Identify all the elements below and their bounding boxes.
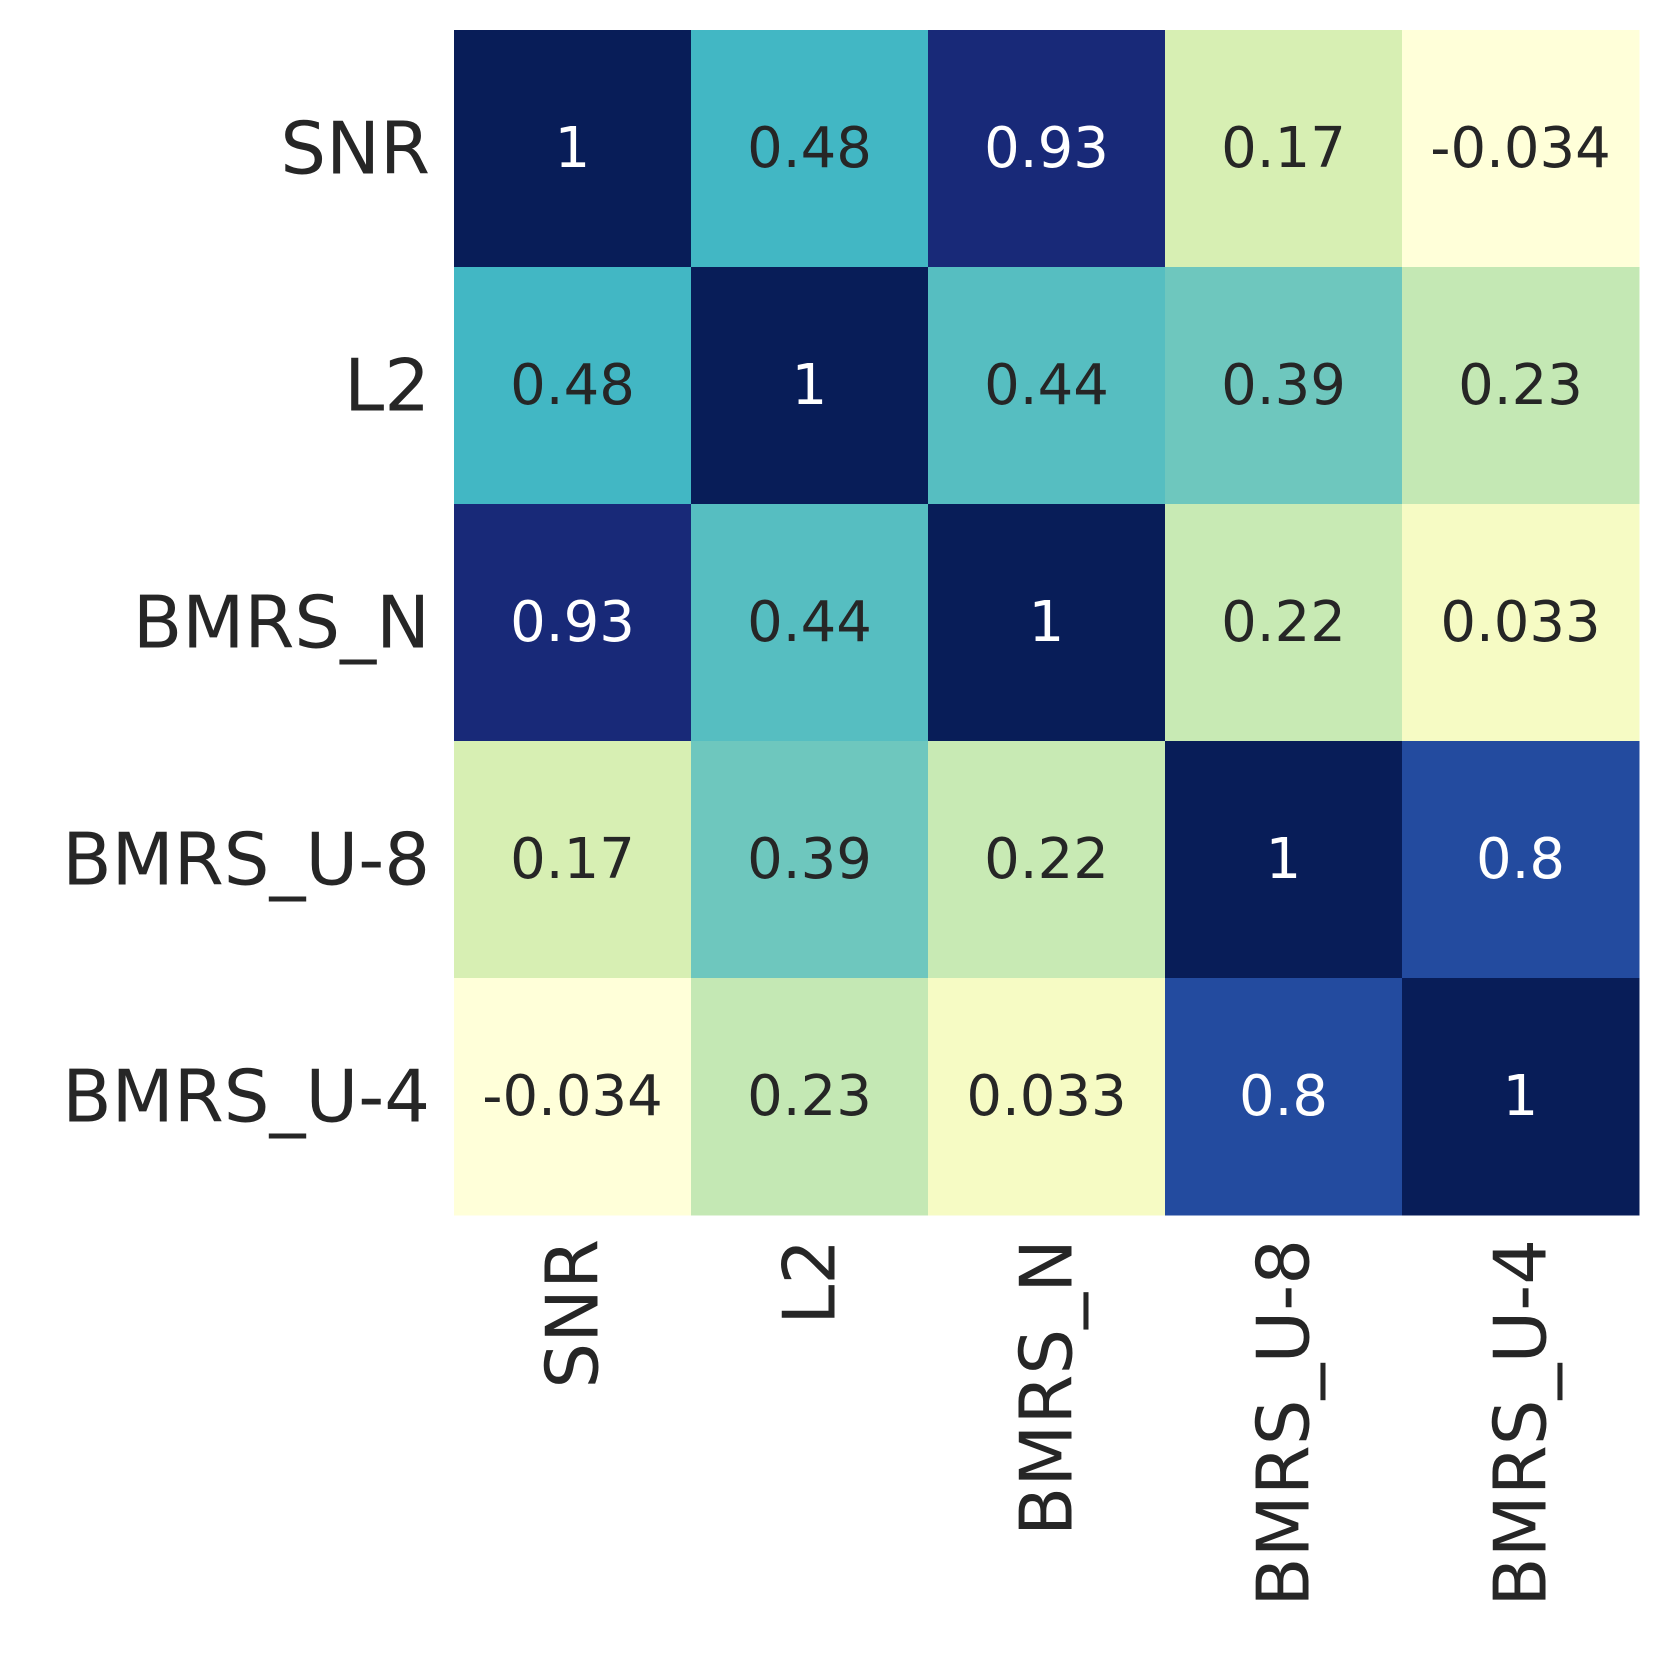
heatmap-cell-4-2 [928, 978, 1166, 1216]
cell-value-label-3-1: 0.39 [747, 827, 872, 892]
heatmap-cell-0-0 [454, 30, 692, 268]
x-tick-label-3: BMRS_U-8 [1242, 1239, 1326, 1607]
heatmap-cell-0-4 [1402, 30, 1640, 268]
heatmap-cell-1-0 [454, 267, 692, 505]
cell-value-label-3-2: 0.22 [984, 827, 1109, 892]
y-tick-label-4: BMRS_U-4 [62, 1055, 430, 1139]
cell-value-label-1-4: 0.23 [1458, 353, 1583, 418]
x-tick-label-0: SNR [531, 1239, 615, 1389]
cell-value-label-0-4: -0.034 [1430, 116, 1611, 181]
y-tick-label-0: SNR [280, 107, 430, 191]
cell-value-label-0-0: 1 [555, 116, 591, 181]
cell-value-label-2-2: 1 [1029, 590, 1065, 655]
heatmap-cell-0-1 [691, 30, 929, 268]
x-tick-label-2: BMRS_N [1005, 1239, 1089, 1536]
y-axis-tick-labels: SNR L2 BMRS_N BMRS_U-8 BMRS_U-4 [62, 107, 430, 1139]
cell-value-label-0-1: 0.48 [747, 116, 872, 181]
cell-value-label-3-3: 1 [1266, 827, 1302, 892]
cell-value-label-4-3: 0.8 [1239, 1064, 1328, 1129]
cell-value-label-1-2: 0.44 [984, 353, 1109, 418]
cell-value-label-2-1: 0.44 [747, 590, 872, 655]
heatmap-cell-1-2 [928, 267, 1166, 505]
heatmap-cell-4-0 [454, 978, 692, 1216]
cell-value-label-4-4: 1 [1503, 1064, 1539, 1129]
cell-value-label-0-2: 0.93 [984, 116, 1109, 181]
x-tick-label-1: L2 [768, 1239, 852, 1325]
x-axis-tick-labels: SNR L2 BMRS_N BMRS_U-8 BMRS_U-4 [531, 1239, 1563, 1607]
cell-value-label-1-1: 1 [792, 353, 828, 418]
cell-value-label-3-4: 0.8 [1476, 827, 1565, 892]
heatmap-cell-4-3 [1165, 978, 1403, 1216]
y-tick-label-1: L2 [344, 344, 430, 428]
heatmap-cell-1-3 [1165, 267, 1403, 505]
cell-value-label-3-0: 0.17 [510, 827, 635, 892]
y-tick-label-3: BMRS_U-8 [62, 818, 430, 902]
heatmap-cell-2-4 [1402, 504, 1640, 742]
cell-value-label-2-3: 0.22 [1221, 590, 1346, 655]
cell-value-label-2-4: 0.033 [1440, 590, 1600, 655]
heatmap-cell-3-3 [1165, 741, 1403, 979]
x-tick-label-4: BMRS_U-4 [1479, 1239, 1563, 1607]
heatmap-cell-3-4 [1402, 741, 1640, 979]
heatmap-cell-2-2 [928, 504, 1166, 742]
heatmap-cell-1-1 [691, 267, 929, 505]
cell-value-label-2-0: 0.93 [510, 590, 635, 655]
heatmap-cell-0-2 [928, 30, 1166, 268]
heatmap-cell-2-1 [691, 504, 929, 742]
y-tick-label-2: BMRS_N [133, 581, 430, 665]
cell-value-label-4-0: -0.034 [482, 1064, 663, 1129]
heatmap-cell-3-1 [691, 741, 929, 979]
heatmap-cell-0-3 [1165, 30, 1403, 268]
heatmap-cell-3-2 [928, 741, 1166, 979]
heatmap-annotations: 1 0.48 0.93 0.17 -0.034 0.48 1 0.44 0.39 0.23 0.93… [482, 116, 1611, 1129]
cell-value-label-4-1: 0.23 [747, 1064, 872, 1129]
heatmap-cell-2-0 [454, 504, 692, 742]
heatmap-cell-4-1 [691, 978, 929, 1216]
heatmap-cell-2-3 [1165, 504, 1403, 742]
cell-value-label-1-0: 0.48 [510, 353, 635, 418]
heatmap-cell-4-4 [1402, 978, 1640, 1216]
cell-value-label-0-3: 0.17 [1221, 116, 1346, 181]
heatmap-cells [454, 30, 1640, 1216]
heatmap-cell-1-4 [1402, 267, 1640, 505]
cell-value-label-4-2: 0.033 [966, 1064, 1126, 1129]
cell-value-label-1-3: 0.39 [1221, 353, 1346, 418]
heatmap-cell-3-0 [454, 741, 692, 979]
